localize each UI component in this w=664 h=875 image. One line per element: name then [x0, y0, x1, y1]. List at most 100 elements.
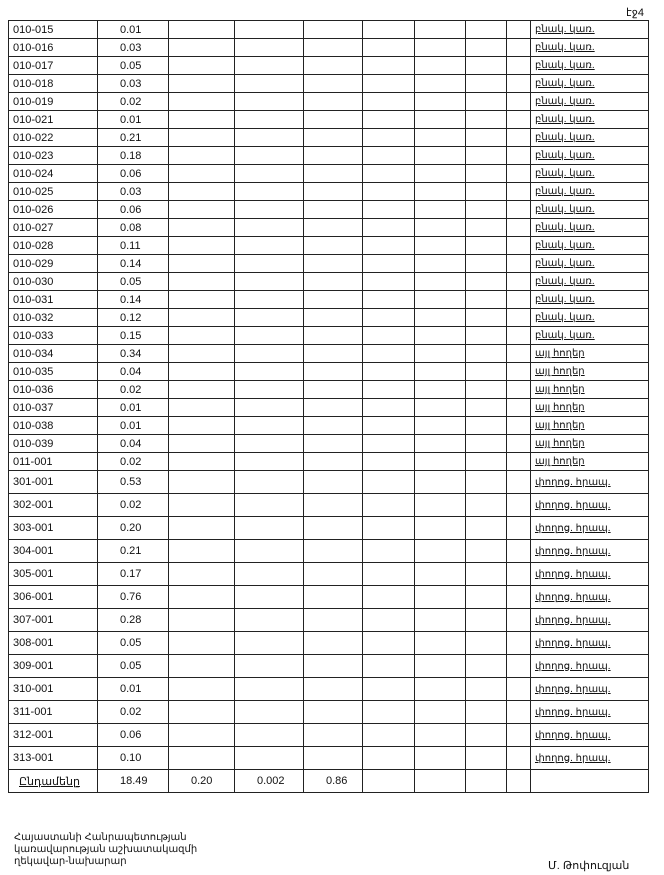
parcel-code: 311-001 — [8, 700, 98, 724]
table-row: 306-001 0.76 փողոց. հրապ. — [8, 585, 649, 609]
empty-cell — [303, 290, 363, 309]
empty-cell — [303, 362, 363, 381]
empty-cell — [168, 723, 235, 747]
table-row: 301-001 0.53 փողոց. հրապ. — [8, 470, 649, 494]
empty-cell — [303, 654, 363, 678]
empty-cell — [168, 290, 235, 309]
land-type: փողոց. հրապ. — [530, 700, 649, 724]
empty-cell — [506, 677, 531, 701]
land-type: այլ հողեր — [530, 380, 649, 399]
empty-cell — [506, 746, 531, 770]
table-row: 303-001 0.20 փողոց. հրապ. — [8, 516, 649, 540]
empty-cell — [465, 631, 507, 655]
empty-cell — [414, 218, 466, 237]
table-row: 010-023 0.18 բնակ. կառ. — [8, 146, 649, 165]
empty-cell — [303, 218, 363, 237]
land-type: բնակ. կառ. — [530, 236, 649, 255]
area-value: 0.21 — [97, 539, 169, 563]
area-value: 0.53 — [97, 470, 169, 494]
empty-cell — [234, 362, 304, 381]
empty-cell — [414, 362, 466, 381]
empty-cell — [234, 200, 304, 219]
empty-cell — [303, 308, 363, 327]
empty-cell — [303, 585, 363, 609]
parcel-code: 010-039 — [8, 434, 98, 453]
table-row: 307-001 0.28 փողոց. հրապ. — [8, 608, 649, 632]
footer-line: ղեկավար-նախարար — [14, 856, 127, 867]
parcel-code: 010-034 — [8, 344, 98, 363]
empty-cell — [362, 362, 415, 381]
empty-cell — [362, 700, 415, 724]
empty-cell — [506, 585, 531, 609]
empty-cell — [234, 746, 304, 770]
empty-cell — [414, 585, 466, 609]
empty-cell — [506, 608, 531, 632]
empty-cell — [168, 272, 235, 291]
empty-cell — [362, 470, 415, 494]
parcel-code: 010-025 — [8, 182, 98, 201]
parcel-code: 010-038 — [8, 416, 98, 435]
empty-cell — [303, 677, 363, 701]
table-row: 010-037 0.01 այլ հողեր — [8, 398, 649, 417]
parcel-code: 011-001 — [8, 452, 98, 471]
empty-cell — [414, 769, 466, 793]
empty-cell — [234, 452, 304, 471]
empty-cell — [506, 254, 531, 273]
empty-cell — [465, 516, 507, 540]
empty-cell — [414, 608, 466, 632]
empty-cell — [303, 539, 363, 563]
empty-cell — [506, 516, 531, 540]
footer-title: Հայաստանի Հանրապետության կառավարության ա… — [14, 832, 197, 868]
empty-cell — [362, 398, 415, 417]
empty-cell — [234, 164, 304, 183]
table-row: 010-036 0.02 այլ հողեր — [8, 380, 649, 399]
empty-cell — [303, 128, 363, 147]
empty-cell — [362, 272, 415, 291]
parcel-code: 305-001 — [8, 562, 98, 586]
area-value: 0.01 — [97, 677, 169, 701]
table-row: 010-021 0.01 բնակ. կառ. — [8, 110, 649, 129]
land-type: այլ հողեր — [530, 344, 649, 363]
parcel-code: 302-001 — [8, 493, 98, 517]
empty-cell — [303, 452, 363, 471]
page-number: էջ4 — [626, 7, 644, 19]
parcel-code: 010-030 — [8, 272, 98, 291]
empty-cell — [414, 470, 466, 494]
empty-cell — [362, 539, 415, 563]
empty-cell — [414, 539, 466, 563]
empty-cell — [465, 470, 507, 494]
table-row: 309-001 0.05 փողոց. հրապ. — [8, 654, 649, 678]
area-value: 0.04 — [97, 434, 169, 453]
empty-cell — [234, 516, 304, 540]
empty-cell — [362, 516, 415, 540]
empty-cell — [465, 493, 507, 517]
empty-cell — [168, 470, 235, 494]
empty-cell — [414, 236, 466, 255]
empty-cell — [465, 326, 507, 345]
empty-cell — [168, 218, 235, 237]
empty-cell — [414, 344, 466, 363]
empty-cell — [303, 236, 363, 255]
empty-cell — [234, 290, 304, 309]
total-value: 0.20 — [168, 769, 235, 793]
empty-cell — [234, 700, 304, 724]
empty-cell — [362, 164, 415, 183]
land-type: այլ հողեր — [530, 452, 649, 471]
parcel-code: 010-024 — [8, 164, 98, 183]
empty-cell — [168, 200, 235, 219]
empty-cell — [303, 470, 363, 494]
empty-cell — [506, 110, 531, 129]
empty-cell — [506, 20, 531, 39]
land-type: բնակ. կառ. — [530, 56, 649, 75]
empty-cell — [506, 700, 531, 724]
empty-cell — [506, 92, 531, 111]
table-row: 010-016 0.03 բնակ. կառ. — [8, 38, 649, 57]
empty-cell — [168, 362, 235, 381]
empty-cell — [414, 562, 466, 586]
table-row: 010-019 0.02 բնակ. կառ. — [8, 92, 649, 111]
parcel-code: 308-001 — [8, 631, 98, 655]
parcel-code: 304-001 — [8, 539, 98, 563]
land-type: բնակ. կառ. — [530, 308, 649, 327]
area-value: 0.21 — [97, 128, 169, 147]
area-value: 0.02 — [97, 452, 169, 471]
